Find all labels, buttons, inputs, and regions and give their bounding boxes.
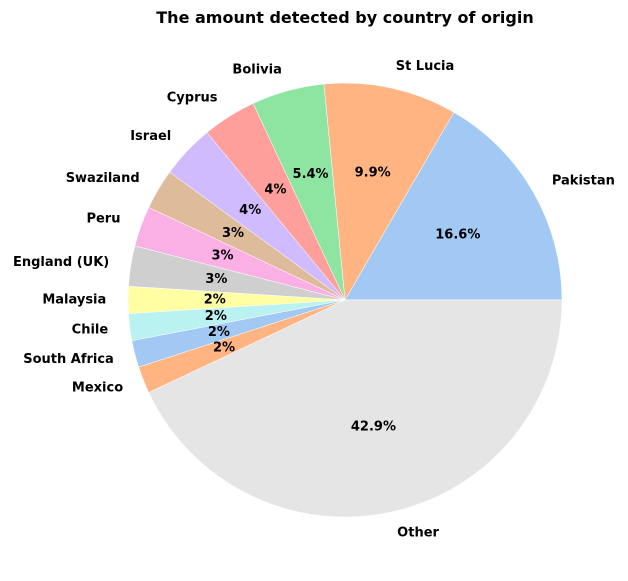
slice-label: Israel (130, 129, 171, 144)
percent-label: 2% (208, 325, 230, 340)
percent-label: 4% (239, 203, 261, 218)
slice-label: Cyprus (167, 91, 218, 106)
chart-title: The amount detected by country of origin (156, 8, 534, 27)
percent-label: 4% (264, 182, 286, 197)
slice-label: Other (397, 525, 439, 540)
percent-label: 3% (205, 272, 227, 287)
percent-label: 9.9% (355, 165, 391, 180)
slice-label: Mexico (72, 381, 123, 396)
slice-label: Bolivia (232, 62, 281, 77)
percent-label: 2% (205, 309, 227, 324)
slice-label: England (UK) (13, 255, 109, 270)
slice-label: St Lucia (396, 59, 455, 74)
slice-label: Swaziland (66, 171, 140, 186)
slice-label: Malaysia (42, 293, 106, 308)
percent-label: 2% (204, 293, 226, 308)
slice-label: Pakistan (552, 173, 615, 188)
percent-label: 42.9% (351, 420, 396, 435)
percent-label: 3% (222, 226, 244, 241)
slice-label: Chile (72, 322, 109, 337)
slice-label: South Africa (23, 352, 114, 367)
pie-slice-st-lucia (323, 82, 455, 301)
percent-label: 3% (211, 248, 233, 263)
pie-slice-pakistan (344, 111, 563, 301)
percent-label: 2% (213, 341, 235, 356)
percent-label: 5.4% (293, 167, 329, 182)
slice-label: Peru (86, 211, 120, 226)
percent-label: 16.6% (435, 228, 480, 243)
pie-slice-other (148, 299, 563, 518)
